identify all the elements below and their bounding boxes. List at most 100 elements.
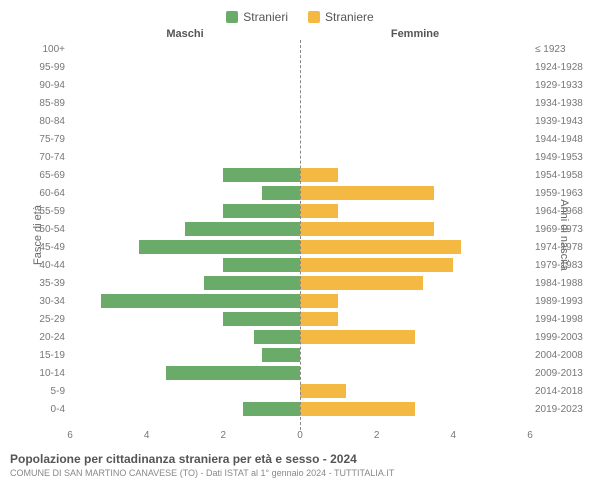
legend-label-female: Straniere [325, 10, 374, 24]
birth-label: 2004-2008 [530, 350, 590, 361]
age-label: 35-39 [10, 278, 70, 289]
pyramid-row: 20-241999-2003 [10, 328, 590, 346]
bar-female-container [300, 184, 530, 202]
pyramid-row: 40-44 1979-1983 [10, 256, 590, 274]
bar-female-container [300, 148, 530, 166]
legend-male: Stranieri [226, 10, 288, 24]
age-label: 60-64 [10, 188, 70, 199]
bar-male [243, 402, 301, 416]
age-label: 25-29 [10, 314, 70, 325]
age-label: 95-99 [10, 62, 70, 73]
bar-male [223, 204, 300, 218]
birth-label: 1979-1983 [530, 260, 590, 271]
birth-label: 2009-2013 [530, 368, 590, 379]
x-tick: 4 [144, 430, 150, 441]
bar-female [300, 294, 338, 308]
bar-male-container [70, 184, 300, 202]
bar-female-container [300, 328, 530, 346]
bar-female-container [300, 310, 530, 328]
bar-male [166, 366, 300, 380]
birth-label: 1969-1973 [530, 224, 590, 235]
bar-female [300, 186, 434, 200]
pyramid-row: 30-34 1989-1993 [10, 292, 590, 310]
age-label: 100+ [10, 44, 70, 55]
bar-male [262, 348, 300, 362]
bar-female-container [300, 166, 530, 184]
age-label: 45-49 [10, 242, 70, 253]
age-label: 75-79 [10, 134, 70, 145]
x-tick: 2 [374, 430, 380, 441]
pyramid-row: 10-142009-2013 [10, 364, 590, 382]
birth-label: 1929-1933 [530, 80, 590, 91]
age-label: 55-59 [10, 206, 70, 217]
pyramid-row: 95-991924-1928 [10, 58, 590, 76]
bar-female [300, 330, 415, 344]
bar-male [185, 222, 300, 236]
age-label: 15-19 [10, 350, 70, 361]
legend-female: Straniere [308, 10, 374, 24]
pyramid-row: 50-54 1969-1973 [10, 220, 590, 238]
bar-female-container [300, 202, 530, 220]
age-label: 70-74 [10, 152, 70, 163]
pyramid-row: 15-19 2004-2008 [10, 346, 590, 364]
bar-male-container [70, 76, 300, 94]
bar-male-container [70, 400, 300, 418]
bar-male [223, 168, 300, 182]
bar-female-container [300, 382, 530, 400]
bar-male-container [70, 364, 300, 382]
bar-male-container [70, 382, 300, 400]
x-axis: 6420246 [10, 430, 590, 446]
bar-female-container [300, 220, 530, 238]
bar-female-container [300, 76, 530, 94]
bar-male-container [70, 112, 300, 130]
bar-female-container [300, 238, 530, 256]
birth-label: ≤ 1923 [530, 44, 590, 55]
age-label: 40-44 [10, 260, 70, 271]
bar-female [300, 276, 423, 290]
pyramid-row: 55-59 1964-1968 [10, 202, 590, 220]
pyramid-row: 25-291994-1998 [10, 310, 590, 328]
bar-male-container [70, 220, 300, 238]
bar-male-container [70, 148, 300, 166]
bar-male-container [70, 292, 300, 310]
pyramid-row: 5-92014-2018 [10, 382, 590, 400]
bar-female [300, 384, 346, 398]
pyramid-row: 100+ ≤ 1923 [10, 40, 590, 58]
age-label: 30-34 [10, 296, 70, 307]
bar-female [300, 402, 415, 416]
birth-label: 1959-1963 [530, 188, 590, 199]
header-femmine: Femmine [300, 28, 530, 40]
footer: Popolazione per cittadinanza straniera p… [10, 452, 590, 478]
age-label: 0-4 [10, 404, 70, 415]
bar-female-container [300, 274, 530, 292]
x-tick: 6 [527, 430, 533, 441]
age-label: 50-54 [10, 224, 70, 235]
birth-label: 1954-1958 [530, 170, 590, 181]
pyramid-row: 35-39 1984-1988 [10, 274, 590, 292]
pyramid-row: 60-64 1959-1963 [10, 184, 590, 202]
x-tick: 2 [221, 430, 227, 441]
bar-female-container [300, 292, 530, 310]
bar-male [101, 294, 300, 308]
bar-female [300, 312, 338, 326]
bar-female-container [300, 94, 530, 112]
header-maschi: Maschi [70, 28, 300, 40]
bar-male [254, 330, 300, 344]
pyramid-row: 80-841939-1943 [10, 112, 590, 130]
birth-label: 1984-1988 [530, 278, 590, 289]
x-tick: 0 [297, 430, 303, 441]
bar-male-container [70, 94, 300, 112]
age-label: 80-84 [10, 116, 70, 127]
birth-label: 1989-1993 [530, 296, 590, 307]
bar-male-container [70, 238, 300, 256]
bar-female-container [300, 364, 530, 382]
legend-label-male: Stranieri [243, 10, 288, 24]
birth-label: 1964-1968 [530, 206, 590, 217]
bar-female-container [300, 130, 530, 148]
age-label: 65-69 [10, 170, 70, 181]
bar-male [223, 312, 300, 326]
x-tick: 6 [67, 430, 73, 441]
legend-swatch-male [226, 11, 238, 23]
birth-label: 1974-1978 [530, 242, 590, 253]
birth-label: 1934-1938 [530, 98, 590, 109]
